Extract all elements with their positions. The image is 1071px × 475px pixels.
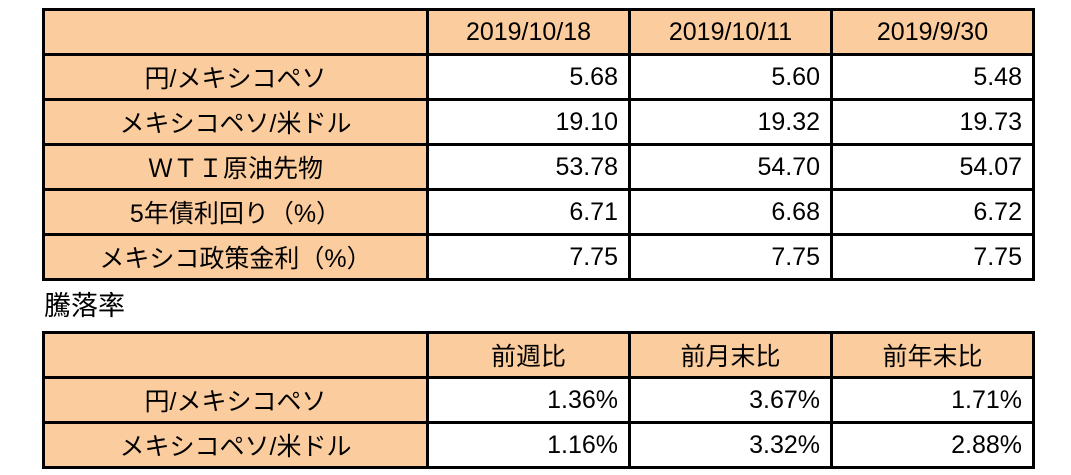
column-header-month: 前月末比 bbox=[628, 331, 833, 379]
rates-table: 2019/10/18 2019/10/11 2019/9/30 円/メキシコペソ… bbox=[42, 8, 1035, 281]
value-cell: 54.70 bbox=[628, 143, 833, 191]
table-row: ＷＴＩ原油先物 53.78 54.70 54.07 bbox=[42, 143, 1035, 191]
column-header-year: 前年末比 bbox=[830, 331, 1035, 379]
rates-table-header-row: 2019/10/18 2019/10/11 2019/9/30 bbox=[42, 8, 1035, 56]
value-cell: 6.68 bbox=[628, 188, 833, 236]
column-header-date-1: 2019/10/18 bbox=[426, 8, 631, 56]
column-header-week: 前週比 bbox=[426, 331, 631, 379]
table-row: 円/メキシコペソ 1.36% 3.67% 1.71% bbox=[42, 376, 1035, 424]
row-label: メキシコ政策金利（%） bbox=[42, 233, 429, 281]
section-label: 騰落率 bbox=[44, 291, 125, 321]
table-row: メキシコペソ/米ドル 19.10 19.32 19.73 bbox=[42, 98, 1035, 146]
row-label: ＷＴＩ原油先物 bbox=[42, 143, 429, 191]
value-cell: 3.67% bbox=[628, 376, 833, 424]
row-label: 円/メキシコペソ bbox=[42, 376, 429, 424]
value-cell: 5.48 bbox=[830, 53, 1035, 101]
change-rate-table: 前週比 前月末比 前年末比 円/メキシコペソ 1.36% 3.67% 1.71%… bbox=[42, 331, 1035, 469]
value-cell: 5.68 bbox=[426, 53, 631, 101]
value-cell: 6.71 bbox=[426, 188, 631, 236]
value-cell: 19.32 bbox=[628, 98, 833, 146]
value-cell: 1.36% bbox=[426, 376, 631, 424]
value-cell: 19.10 bbox=[426, 98, 631, 146]
value-cell: 7.75 bbox=[628, 233, 833, 281]
value-cell: 53.78 bbox=[426, 143, 631, 191]
value-cell: 2.88% bbox=[830, 421, 1035, 469]
corner-cell bbox=[42, 8, 429, 56]
row-label: 円/メキシコペソ bbox=[42, 53, 429, 101]
table-row: 円/メキシコペソ 5.68 5.60 5.48 bbox=[42, 53, 1035, 101]
table-row: 5年債利回り（%） 6.71 6.68 6.72 bbox=[42, 188, 1035, 236]
value-cell: 6.72 bbox=[830, 188, 1035, 236]
row-label: メキシコペソ/米ドル bbox=[42, 98, 429, 146]
change-rate-table-header-row: 前週比 前月末比 前年末比 bbox=[42, 331, 1035, 379]
row-label: メキシコペソ/米ドル bbox=[42, 421, 429, 469]
value-cell: 7.75 bbox=[830, 233, 1035, 281]
value-cell: 5.60 bbox=[628, 53, 833, 101]
value-cell: 54.07 bbox=[830, 143, 1035, 191]
value-cell: 1.16% bbox=[426, 421, 631, 469]
column-header-date-2: 2019/10/11 bbox=[628, 8, 833, 56]
value-cell: 3.32% bbox=[628, 421, 833, 469]
row-label: 5年債利回り（%） bbox=[42, 188, 429, 236]
table-row: メキシコペソ/米ドル 1.16% 3.32% 2.88% bbox=[42, 421, 1035, 469]
value-cell: 19.73 bbox=[830, 98, 1035, 146]
value-cell: 7.75 bbox=[426, 233, 631, 281]
table-row: メキシコ政策金利（%） 7.75 7.75 7.75 bbox=[42, 233, 1035, 281]
value-cell: 1.71% bbox=[830, 376, 1035, 424]
corner-cell bbox=[42, 331, 429, 379]
column-header-date-3: 2019/9/30 bbox=[830, 8, 1035, 56]
